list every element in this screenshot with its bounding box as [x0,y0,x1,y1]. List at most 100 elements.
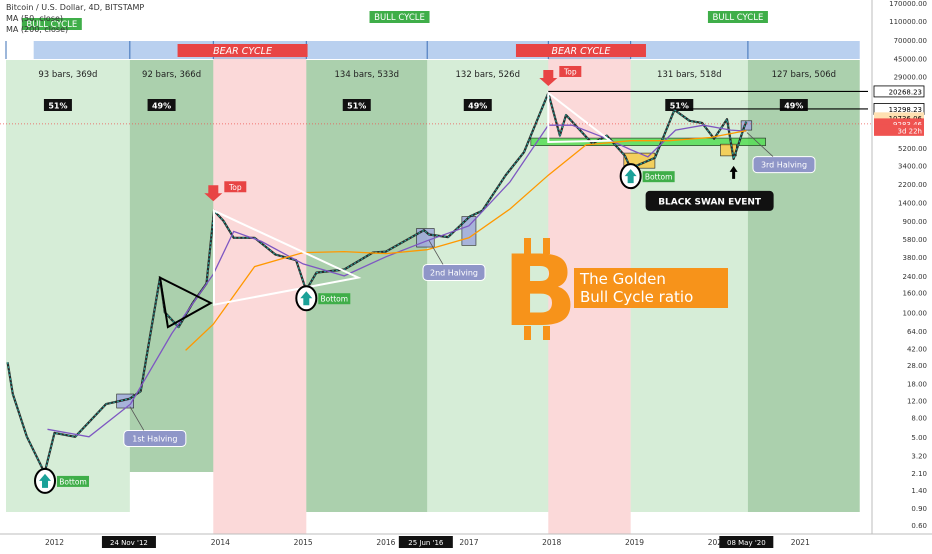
time-tick-label: 2017 [459,538,478,547]
cycle-band-bull [427,60,549,512]
price-tick-label: 64.00 [907,328,927,336]
trendline-triangle [213,209,362,306]
cycle-length-label: 92 bars, 366d [142,70,201,80]
up-arrow-icon [300,291,313,306]
ratio-label: 51% [48,102,67,111]
title-line-1: The Golden [579,270,666,288]
ma50-legend: MA (50, close) [6,14,64,23]
price-tick-label: 170000.00 [889,0,927,8]
ma200-line [185,129,747,351]
halving-connector [129,406,145,431]
price-tick-label: 5.00 [911,434,927,442]
box-blackswan [720,143,737,157]
time-tag [719,536,774,548]
title-line-2: Bull Cycle ratio [580,288,693,306]
top-tag [224,181,247,193]
time-tag-label: 25 Jun '16 [408,539,444,547]
halving-tag [422,263,486,281]
cycle-length-label: 134 bars, 533d [335,70,399,80]
bottom-label: Bottom [321,295,349,304]
top-tag [559,65,582,77]
ratio-badge [43,99,72,111]
halving-label: 2nd Halving [430,268,478,277]
bottom-label: Bottom [59,477,87,486]
ratio-label: 49% [468,102,487,111]
price-tick-label: 240.00 [903,273,928,281]
price-tick-label: 100.00 [903,309,928,317]
box-support [530,137,766,146]
bull-cycle-tag [707,11,768,23]
cycle-timeline-band [33,41,860,59]
bottom-tag [642,171,675,183]
ratio-badge [779,99,808,111]
bitcoin-logo-stroke-icon [524,326,531,340]
price-tick-label: 580.00 [903,236,928,244]
bitcoin-logo-icon: B [503,235,578,349]
time-tick-label: 2015 [294,538,313,547]
cycle-length-label: 131 bars, 518d [657,70,721,80]
price-tick-label: 0.90 [911,505,927,513]
bear-cycle-tag [515,44,646,57]
price-tag-label: 3d 22h [898,127,922,135]
bitcoin-logo-stroke-icon [524,238,531,254]
bottom-tag [318,293,351,305]
price-tick-label: 8.00 [911,414,927,422]
time-axis [0,534,932,550]
bull-cycle-tag [369,11,430,23]
bitcoin-logo-stroke-icon [543,326,550,340]
blackswan-arrow-icon [729,165,738,179]
cycle-band-bear [213,55,307,534]
price-tick-label: 0.60 [911,522,927,530]
price-tick-label: 45000.00 [894,55,927,63]
bull-cycle-label: BULL CYCLE [374,13,425,23]
bitcoin-logo-stroke-icon [543,238,550,254]
cycle-band-bull [129,60,214,472]
price-tag [874,118,924,130]
price-tick-label: 110000.00 [889,18,927,26]
price-tick-label: 160.00 [903,290,928,298]
ratio-label: 49% [152,102,171,111]
price-tick-label: 380.00 [903,254,928,262]
price-tick-label: 5200.00 [898,145,927,153]
price-tick-label: 70000.00 [894,37,927,45]
time-tick-label: 2019 [625,538,644,547]
ratio-badge [665,99,694,111]
time-tag [398,536,453,548]
time-tick-label: 2021 [791,538,810,547]
ratio-label: 51% [347,102,366,111]
cycle-band-bull [306,60,428,512]
halving-connector [428,240,444,265]
price-tick-label: 1400.00 [898,200,927,208]
halving-tag [123,429,187,447]
title-box [574,268,728,308]
bull-cycle-label: BULL CYCLE [713,13,764,23]
price-tick-label: 18.00 [907,381,927,389]
time-tag-label: 08 May '20 [727,539,766,547]
ratio-badge [342,99,371,111]
cycle-length-label: 127 bars, 506d [772,70,836,80]
top-label: Top [228,183,242,192]
price-tick-label: 2200.00 [898,181,927,189]
trendline-pennant [158,275,213,329]
ma50-line [47,124,747,438]
time-tick-label: 2016 [376,538,395,547]
price-tag [874,124,924,136]
time-tick-label: 2014 [211,538,230,547]
halving-label: 3rd Halving [761,161,807,170]
price-tick-label: 29000.00 [894,74,927,82]
bottom-tag [57,475,90,487]
blackswan-tag [645,190,774,211]
bottom-label: Bottom [645,173,673,182]
ratio-label: 49% [784,102,803,111]
price-tick-label: 42.00 [907,345,927,353]
bull-cycle-label: BULL CYCLE [26,20,77,30]
trendline-triangle [547,90,613,144]
blackswan-label: BLACK SWAN EVENT [658,197,762,207]
time-tag [101,536,156,548]
price-tick-label: 900.00 [903,218,928,226]
cycle-band-bull [747,60,860,512]
halving-label: 1st Halving [132,434,177,443]
price-tag-label: 13298.23 [889,106,922,114]
price-tag [873,85,925,98]
